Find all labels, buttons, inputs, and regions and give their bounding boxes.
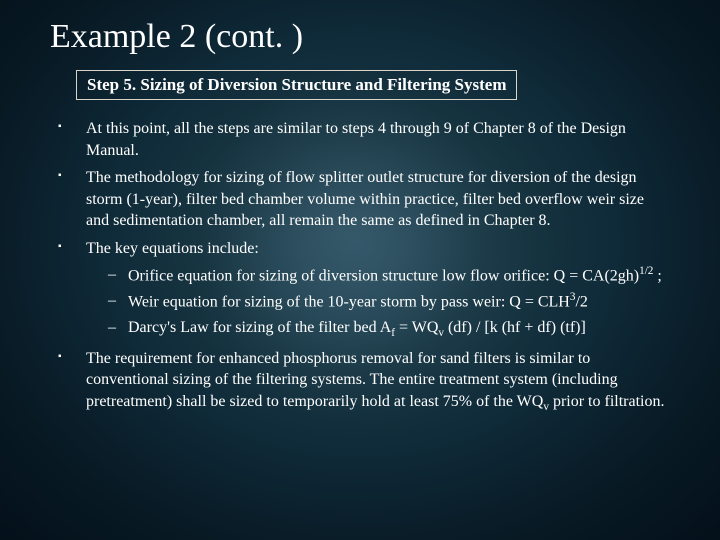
sub-bullet-item: Orifice equation for sizing of diversion… xyxy=(108,264,670,287)
bullet-text: prior to filtration. xyxy=(549,393,665,410)
sub-bullet-list: Orifice equation for sizing of diversion… xyxy=(86,264,670,342)
step-heading-box: Step 5. Sizing of Diversion Structure an… xyxy=(76,70,517,100)
bullet-text: The requirement for enhanced phosphorus … xyxy=(86,350,618,410)
sub-bullet-item: Weir equation for sizing of the 10-year … xyxy=(108,290,670,313)
sub-bullet-item: Darcy's Law for sizing of the filter bed… xyxy=(108,317,670,341)
slide-content: Example 2 (cont. ) Step 5. Sizing of Div… xyxy=(0,0,720,441)
equation-text: Weir equation for sizing of the 10-year … xyxy=(128,294,570,311)
equation-text: = WQ xyxy=(395,319,438,336)
bullet-item: The methodology for sizing of flow split… xyxy=(58,167,670,232)
bullet-list: At this point, all the steps are similar… xyxy=(50,118,670,415)
equation-text: (df) / [k (hf + df) (tf)] xyxy=(444,319,586,336)
superscript: 1/2 xyxy=(639,265,653,277)
equation-text: Darcy's Law for sizing of the filter bed… xyxy=(128,319,391,336)
equation-text: /2 xyxy=(575,294,587,311)
bullet-item: The requirement for enhanced phosphorus … xyxy=(58,348,670,415)
equation-text: ; xyxy=(653,267,661,284)
bullet-item: At this point, all the steps are similar… xyxy=(58,118,670,161)
equation-text: Orifice equation for sizing of diversion… xyxy=(128,267,639,284)
bullet-item: The key equations include: Orifice equat… xyxy=(58,238,670,342)
bullet-text: The key equations include: xyxy=(86,240,259,257)
slide-title: Example 2 (cont. ) xyxy=(50,18,670,56)
